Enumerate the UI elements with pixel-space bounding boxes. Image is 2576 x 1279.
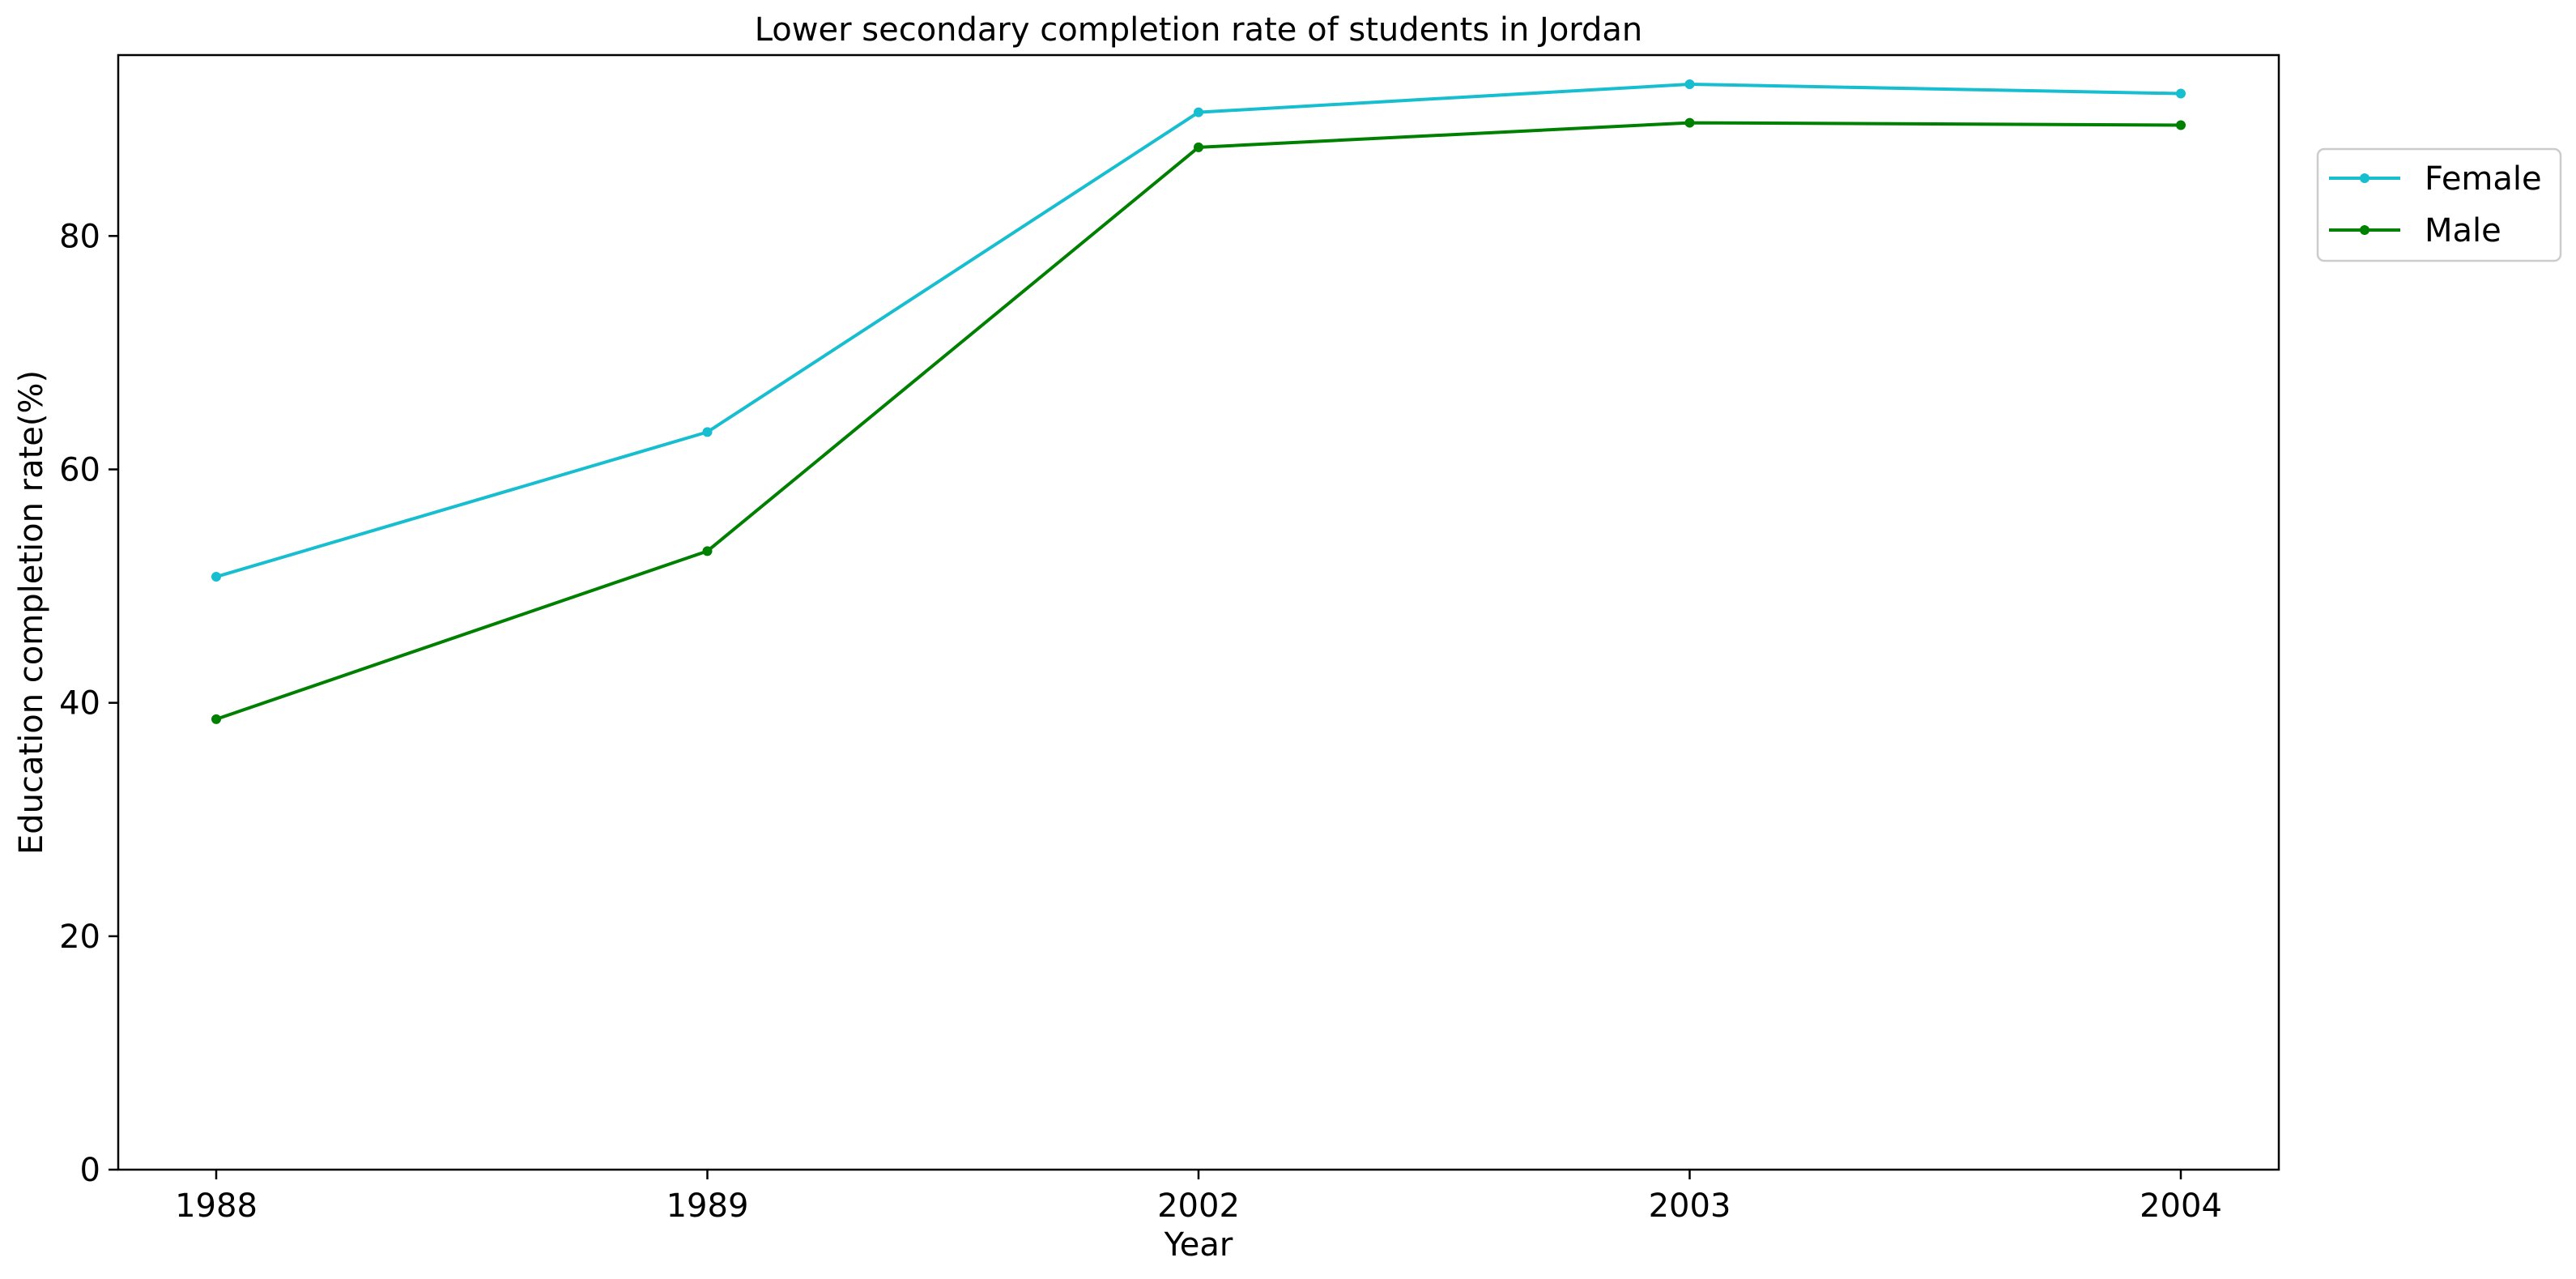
y-axis: 0 20 40 60 80: [59, 218, 118, 1189]
data-point-male: [211, 714, 221, 724]
legend-swatch-marker: [2360, 173, 2369, 183]
data-point-female: [1194, 107, 1203, 117]
x-axis-title: Year: [1164, 1226, 1233, 1264]
x-tick-label: 1988: [175, 1187, 258, 1225]
y-axis-title: Education completion rate(%): [13, 370, 50, 855]
legend-item-male: Male: [2329, 212, 2501, 249]
series-layer: [211, 79, 2186, 724]
legend-label-male: Male: [2425, 212, 2501, 249]
plot-area: 0 20 40 60 80 1988 1989 2002 2003 2004: [59, 53, 2280, 1225]
data-point-male: [2176, 120, 2186, 130]
series-female: [211, 79, 2186, 582]
legend: Female Male: [2316, 147, 2562, 262]
chart-title: Lower secondary completion rate of stude…: [755, 11, 1643, 49]
x-tick-label: 2003: [1649, 1187, 1731, 1225]
legend-swatch-marker: [2360, 225, 2369, 235]
x-tick-label: 1989: [666, 1187, 749, 1225]
legend-item-female: Female: [2329, 160, 2542, 198]
series-male: [211, 117, 2186, 724]
data-point-female: [211, 572, 221, 582]
y-tick-label: 40: [59, 685, 100, 723]
data-point-male: [702, 546, 713, 556]
data-point-female: [702, 427, 713, 437]
x-tick-label: 2004: [2140, 1187, 2222, 1225]
x-axis: 1988 1989 2002 2003 2004: [175, 1170, 2222, 1225]
y-tick-label: 0: [80, 1152, 100, 1189]
x-tick-label: 2002: [1157, 1187, 1240, 1225]
y-tick-label: 80: [59, 218, 100, 255]
legend-label-female: Female: [2425, 160, 2542, 198]
y-tick-label: 20: [59, 919, 100, 956]
data-point-male: [1684, 117, 1695, 128]
y-tick-label: 60: [59, 451, 100, 488]
data-point-female: [1684, 79, 1695, 90]
data-point-male: [1194, 142, 1203, 152]
data-point-female: [2176, 88, 2186, 99]
